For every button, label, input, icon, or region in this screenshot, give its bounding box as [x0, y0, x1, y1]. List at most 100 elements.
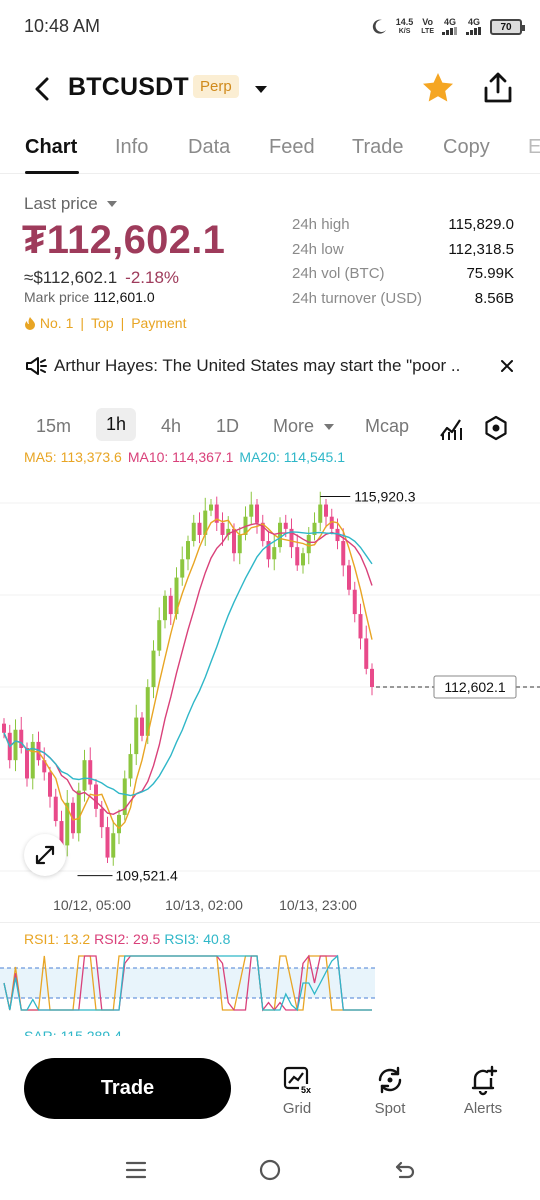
menu-icon[interactable]	[124, 1158, 148, 1182]
x-tick-label: 10/12, 05:00	[53, 897, 131, 913]
rsi1-value: RSI1: 13.2	[24, 931, 91, 947]
candle-body	[295, 547, 300, 566]
fire-icon	[25, 317, 35, 330]
signal-2: 4G	[466, 17, 482, 37]
signal-bars-icon	[466, 26, 481, 35]
status-bar: 10:48 AM 14.5 K/S Vo LTE 4G 4G 70	[0, 0, 540, 56]
swap-icon	[378, 1066, 402, 1094]
fullscreen-button[interactable]	[24, 834, 66, 876]
candle-body	[312, 522, 317, 535]
candle-body	[191, 522, 196, 542]
candlestick-chart[interactable]: 115,920.3 109,521.4 112,602.1 10/12, 05:00 1…	[0, 448, 540, 918]
rsi-legend: RSI1: 13.2 RSI2: 29.5 RSI3: 40.8	[24, 931, 230, 947]
badge-top[interactable]: Top	[91, 315, 114, 331]
candle-body	[324, 504, 328, 517]
ma5-value: MA5: 113,373.6	[24, 449, 122, 465]
interval-mcap[interactable]: Mcap	[365, 416, 410, 436]
last-price-value: ₮112,602.1	[22, 218, 226, 262]
caret-down-icon[interactable]	[252, 80, 270, 98]
candle-body	[59, 821, 64, 846]
candle-body	[266, 541, 271, 560]
home-icon[interactable]	[258, 1158, 282, 1182]
tab-info[interactable]: Info	[115, 136, 149, 158]
symbol-header: BTCUSDT Perp	[0, 62, 540, 116]
tab-copy[interactable]: Copy	[443, 136, 490, 158]
candle-body	[306, 534, 311, 554]
tab-trade[interactable]: Trade	[352, 136, 404, 158]
candle-body	[220, 522, 225, 535]
candle-body	[30, 741, 35, 779]
last-price-selector[interactable]: Last price	[24, 194, 118, 214]
status-icons: 14.5 K/S Vo LTE 4G 4G 70	[370, 14, 525, 40]
badge-payment[interactable]: Payment	[131, 315, 187, 331]
news-ticker[interactable]: Arthur Hayes: The United States may star…	[0, 350, 540, 382]
stats-24h: 24h high 115,829.0 24h low 112,318.5 24h v…	[292, 216, 514, 314]
rsi-panel[interactable]: RSI1: 13.2 RSI2: 29.5 RSI3: 40.8 SAR: 115,…	[0, 922, 540, 1036]
candle-body	[186, 541, 190, 560]
badge-rank[interactable]: No. 1	[39, 315, 74, 331]
interval-15m[interactable]: 15m	[36, 416, 72, 436]
usd-price-line: ≈$112,602.1 -2.18%	[24, 268, 179, 288]
candle-body	[94, 784, 98, 809]
rank-badges: No. 1 | Top | Payment	[24, 315, 186, 331]
candle-body	[168, 595, 173, 615]
bell-plus-icon	[471, 1065, 498, 1096]
current-price-box	[433, 675, 517, 699]
ma5-line	[3, 518, 373, 830]
signal-1: 4G	[442, 17, 458, 37]
x-tick-label: 10/13, 02:00	[165, 897, 243, 913]
bottom-action-bar: Trade 5x Grid Spot Alerts	[0, 1038, 540, 1138]
tab-feed[interactable]: Feed	[269, 136, 315, 158]
chart-settings-icon[interactable]	[482, 414, 510, 442]
candle-body	[65, 802, 70, 846]
grid-button[interactable]: 5x Grid	[267, 1064, 327, 1117]
candle-body	[88, 760, 93, 785]
candle-body	[209, 504, 213, 511]
candle-body	[76, 790, 81, 834]
candle-body	[157, 620, 162, 651]
tab-more[interactable]: E	[528, 136, 540, 158]
signal-bars-icon	[442, 26, 457, 35]
candle-body	[140, 717, 144, 736]
candle-body	[128, 754, 133, 779]
candle-body	[134, 717, 139, 755]
ma20-value: MA20: 114,545.1	[239, 449, 346, 465]
megaphone-icon	[26, 357, 47, 375]
interval-1d[interactable]: 1D	[216, 416, 240, 436]
back-arrow-icon[interactable]	[28, 74, 58, 104]
back-icon[interactable]	[393, 1158, 417, 1182]
symbol-title[interactable]: BTCUSDT	[68, 73, 189, 101]
news-text[interactable]: Arthur Hayes: The United States may star…	[54, 356, 461, 375]
top-tabs: Chart Info Data Feed Trade Copy E	[0, 128, 540, 174]
ma10-value: MA10: 114,367.1	[127, 449, 234, 465]
candle-body	[145, 687, 150, 736]
ma-legend: MA5: 113,373.6 MA10: 114,367.1 MA20: 114,5…	[24, 449, 345, 465]
interval-4h[interactable]: 4h	[161, 416, 182, 436]
candle-body	[364, 638, 369, 669]
star-icon[interactable]	[420, 70, 456, 106]
tab-chart[interactable]: Chart	[25, 136, 78, 158]
spot-button[interactable]: Spot	[360, 1064, 420, 1117]
svg-text:5x: 5x	[301, 1085, 311, 1095]
expand-icon	[35, 845, 55, 865]
price-chart[interactable]: 115,920.3 109,521.4 112,602.1 10/12, 05:00 1…	[0, 448, 540, 918]
candle-body	[197, 522, 202, 535]
rsi3-line	[3, 954, 372, 1012]
caret-down-icon	[324, 424, 335, 430]
caret-down-icon	[107, 201, 118, 207]
candle-body	[347, 565, 351, 590]
mark-price-line: Mark price 112,601.0	[24, 289, 155, 305]
candle-body	[283, 522, 288, 529]
trade-button[interactable]: Trade	[24, 1058, 231, 1119]
candle-body	[249, 504, 254, 517]
indicators-icon[interactable]	[438, 414, 466, 442]
candle-body	[105, 827, 110, 858]
candle-body	[370, 668, 374, 688]
interval-1h[interactable]: 1h	[96, 408, 137, 441]
candle-body	[278, 522, 282, 548]
share-icon[interactable]	[480, 70, 516, 106]
close-icon[interactable]	[497, 356, 517, 376]
interval-more[interactable]: More	[273, 416, 335, 437]
tab-data[interactable]: Data	[188, 136, 231, 158]
alerts-button[interactable]: Alerts	[453, 1064, 513, 1117]
